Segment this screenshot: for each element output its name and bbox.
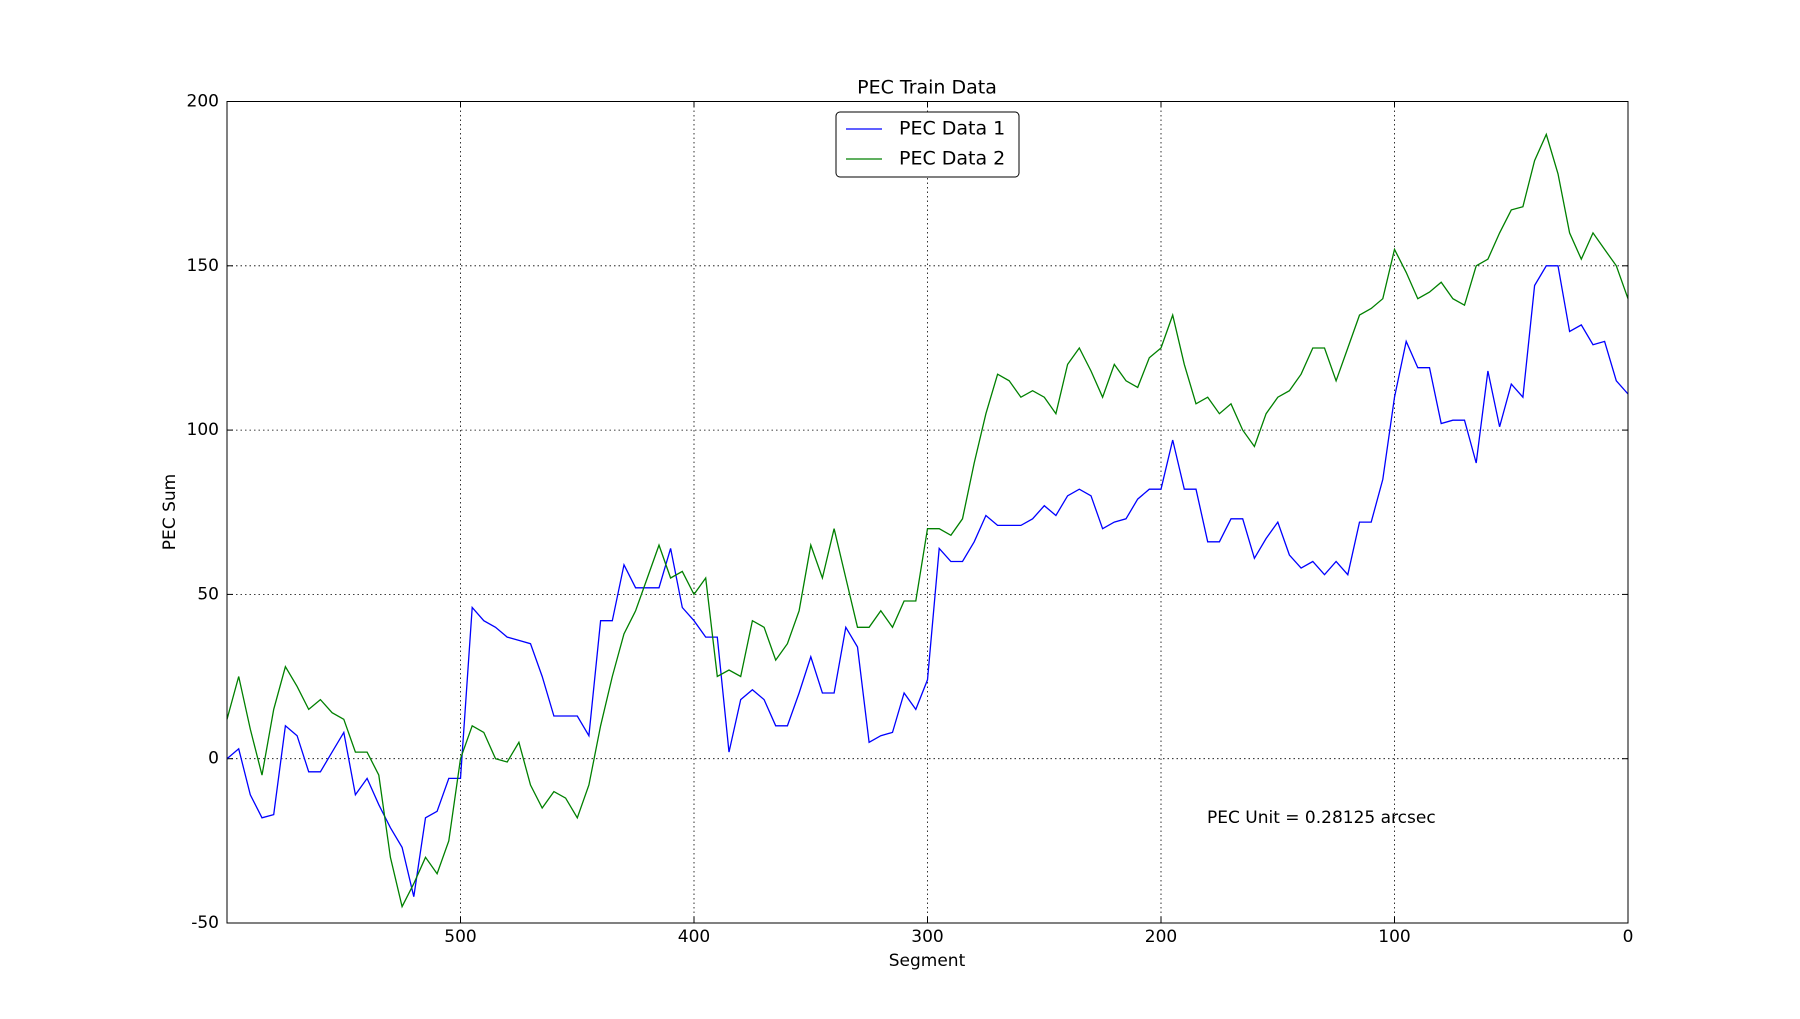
y-tick-label: 0 [208,749,219,769]
x-tick-label: 400 [678,927,710,947]
line-series [226,265,1629,897]
x-tick-label: 100 [1378,927,1410,947]
y-tick-label: 100 [187,420,219,440]
x-tick-label: 200 [1145,927,1177,947]
y-tick-label: 150 [187,256,219,276]
plot-frame [226,101,1629,924]
legend-box [835,111,1020,178]
x-axis-label: Segment [889,951,966,971]
y-tick-label: 50 [197,584,219,604]
annotation: PEC Unit = 0.28125 arcsec [1207,808,1436,828]
legend-label: PEC Data 2 [899,148,1005,170]
y-tick-label: -50 [191,913,219,933]
x-tick-label: 300 [911,927,943,947]
y-axis-label: PEC Sum [160,474,180,550]
x-tick-label: 500 [444,927,476,947]
x-tick-label: 0 [1623,927,1634,947]
chart-title: PEC Train Data [857,77,997,99]
y-tick-label: 200 [187,92,219,112]
line-series [226,132,1629,909]
legend-label: PEC Data 1 [899,118,1005,140]
